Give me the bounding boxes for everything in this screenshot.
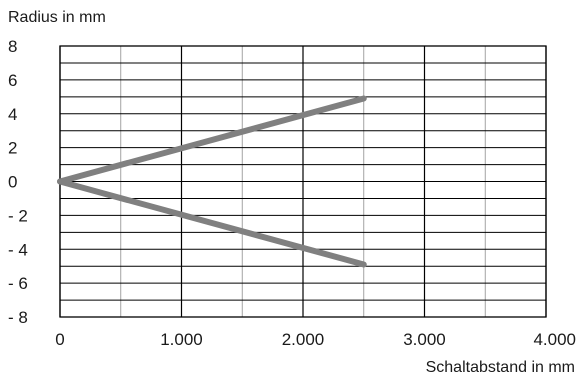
y-tick-label: - 2 [8,206,28,225]
y-tick-label: 6 [8,71,17,90]
y-tick-label: - 4 [8,240,28,259]
x-tick-label: 4.000 [533,330,576,349]
grid [59,45,547,318]
x-axis-title: Schaltabstand in mm [426,359,575,376]
x-tick-label: 2.000 [282,330,325,349]
plot-lines [57,95,367,268]
y-axis-title: Radius in mm [8,9,106,26]
y-tick-label: - 8 [8,308,28,327]
y-tick-label: 4 [8,105,17,124]
y-tick-label: - 6 [8,274,28,293]
y-tick-label: 0 [8,173,17,192]
x-tick-label: 1.000 [160,330,203,349]
y-tick-labels: 8 6 4 2 0 - 2 - 4 - 6 - 8 [8,37,28,327]
x-tick-label: 3.000 [403,330,446,349]
series-line [57,95,367,185]
x-tick-labels: 0 1.000 2.000 3.000 4.000 [55,330,576,349]
series-line [57,178,367,268]
y-tick-label: 2 [8,139,17,158]
y-tick-label: 8 [8,37,17,56]
x-tick-label: 0 [55,330,64,349]
